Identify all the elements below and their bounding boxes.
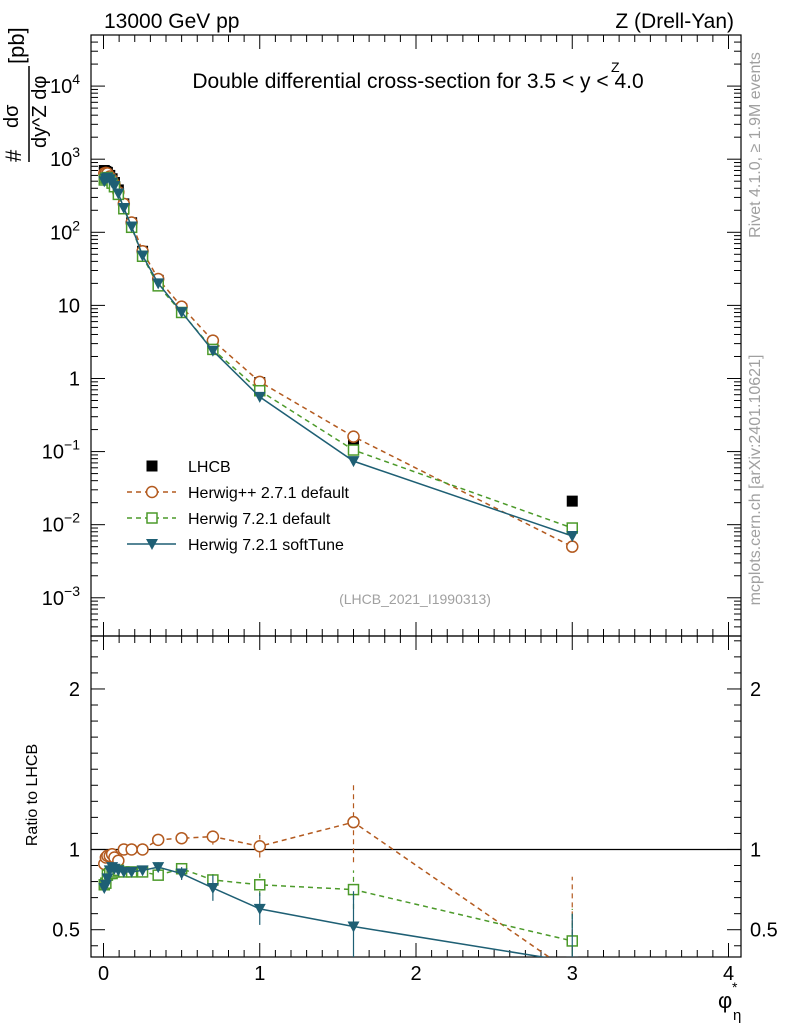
x-tick-label: 1: [254, 963, 265, 985]
ratio-tick-label: 1: [69, 839, 80, 861]
data-point-herwig-2-7-1-default: [566, 540, 579, 553]
x-tick-label: 0: [98, 963, 109, 985]
mcplots-label: mcplots.cern.ch [arXiv:2401.10621]: [747, 355, 764, 606]
data-point-lhcb: [566, 495, 578, 507]
data-point-herwig-7-2-1-softtune: [108, 180, 121, 192]
x-axis-title-main: φ: [718, 988, 732, 1013]
y-tick-label: 10−3: [42, 583, 80, 610]
data-point-herwig-7-2-1-softtune: [175, 307, 188, 319]
x-tick-label: 4: [723, 963, 734, 985]
legend-marker-lhcb: [146, 460, 158, 472]
ratio-tick-label-right: 1: [750, 839, 761, 861]
ratio-point-herwig-7-2-1-softtune: [101, 873, 114, 885]
ratio-line-herwig-7-2-1-softtune: [103, 866, 548, 957]
ratio-point-herwig-7-2-1-softtune: [253, 903, 266, 915]
data-point-herwig-7-2-1-softtune: [117, 202, 130, 214]
data-point-herwig-7-2-1-softtune: [152, 278, 165, 290]
ratio-line-herwig-7-2-1-default: [103, 867, 573, 942]
ratio-tick-label-right: 0.5: [750, 920, 778, 942]
rivet-version-label: Rivet 4.1.0, ≥ 1.9M events: [747, 52, 764, 238]
legend-label-herwig-7-2-1-softtune: Herwig 7.2.1 softTune: [188, 537, 344, 554]
y-tick-label: 1: [69, 368, 80, 390]
x-tick-label: 3: [567, 963, 578, 985]
y-tick-label: 10: [58, 295, 80, 317]
chart-title: Double differential cross-section for 3.…: [192, 70, 643, 93]
main-series-group: [98, 165, 579, 553]
data-point-herwig-7-2-1-default: [347, 444, 360, 456]
series-line-herwig-7-2-1-softtune: [103, 176, 573, 537]
y-tick-label: 10−2: [42, 510, 80, 537]
legend-label-herwig-2-7-1-default: Herwig++ 2.7.1 default: [188, 485, 350, 502]
x-axis-title-sup: *: [732, 979, 738, 995]
legend-label-lhcb: LHCB: [188, 459, 231, 476]
x-axis-title: φ * η: [718, 979, 741, 1024]
y-axis-unit: [pb]: [4, 27, 29, 64]
ratio-point-herwig-2-7-1-default: [125, 843, 138, 856]
ratio-point-herwig-2-7-1-default: [136, 843, 149, 856]
ratio-point-herwig-7-2-1-default: [254, 879, 266, 891]
ratio-point-herwig-7-2-1-softtune: [347, 921, 360, 933]
data-point-herwig-7-2-1-softtune: [347, 456, 360, 468]
ratio-point-herwig-7-2-1-softtune: [175, 868, 188, 880]
ratio-point-herwig-2-7-1-default: [253, 840, 266, 853]
legend-marker-herwig-7-2-1-default: [146, 512, 158, 524]
ratio-plot-border: [90, 635, 742, 958]
data-point-herwig-2-7-1-default: [347, 430, 360, 443]
ratio-plot-frame: 0 1 2 3 4 0.5 0.5 1 1 2 2: [52, 635, 778, 985]
ratio-point-herwig-2-7-1-default: [175, 831, 188, 845]
ratio-point-herwig-7-2-1-softtune: [152, 862, 165, 874]
watermark: (LHCB_2021_I1990313): [339, 591, 491, 607]
data-point-herwig-7-2-1-softtune: [206, 345, 219, 357]
header-left-label: 13000 GeV pp: [104, 10, 239, 33]
ratio-point-herwig-7-2-1-softtune: [125, 866, 138, 878]
ratio-tick-label-right: 2: [750, 679, 761, 701]
x-tick-label: 2: [410, 963, 421, 985]
x-axis-title-sub: η: [733, 1007, 741, 1024]
legend-marker-herwig-7-2-1-softtune: [146, 539, 158, 550]
ratio-point-herwig-2-7-1-default: [206, 830, 220, 843]
y-tick-label: 104: [50, 71, 80, 98]
ratio-point-herwig-7-2-1-softtune: [117, 866, 130, 878]
ratio-point-herwig-7-2-1-softtune: [566, 956, 579, 957]
header-right-label: Z (Drell-Yan): [615, 10, 734, 33]
ratio-tick-label: 0.5: [52, 920, 80, 942]
legend-label-herwig-7-2-1-default: Herwig 7.2.1 default: [188, 511, 331, 528]
data-point-herwig-7-2-1-softtune: [125, 221, 138, 233]
y-axis-numerator: dσ: [1, 104, 23, 128]
data-point-herwig-7-2-1-softtune: [136, 250, 149, 262]
y-axis-title: # dσ dy^Z dφ [pb]: [1, 27, 51, 162]
ratio-point-herwig-2-7-1-default: [151, 833, 165, 847]
chart-marks: [98, 165, 579, 957]
data-point-herwig-7-2-1-softtune: [112, 188, 125, 200]
ratio-series-group: [98, 782, 579, 957]
ratio-point-herwig-7-2-1-softtune: [136, 865, 149, 877]
ratio-point-herwig-2-7-1-default: [347, 815, 360, 829]
ratio-axis-title: Ratio to LHCB: [24, 744, 41, 846]
series-line-herwig-7-2-1-default: [103, 176, 573, 529]
data-point-herwig-7-2-1-softtune: [566, 531, 579, 543]
y-tick-label: 103: [50, 144, 80, 171]
y-tick-label: 102: [50, 217, 80, 244]
main-plot-frame: 10−3 10−2 10−1 1 10 102 103 104: [42, 34, 742, 637]
ratio-point-herwig-7-2-1-softtune: [206, 882, 219, 894]
y-axis-denominator: dy^Z dφ: [29, 76, 51, 148]
legend: LHCB Herwig++ 2.7.1 default Herwig 7.2.1 d…: [127, 459, 350, 554]
ratio-point-herwig-7-2-1-softtune: [99, 879, 112, 891]
y-tick-label: 10−1: [42, 437, 80, 464]
chart-title-superscript: Z: [611, 59, 620, 75]
legend-marker-herwig-2-7-1-default: [145, 485, 159, 499]
y-axis-hash: #: [1, 149, 26, 162]
ratio-tick-label: 2: [69, 679, 80, 701]
data-point-herwig-7-2-1-softtune: [253, 391, 266, 403]
